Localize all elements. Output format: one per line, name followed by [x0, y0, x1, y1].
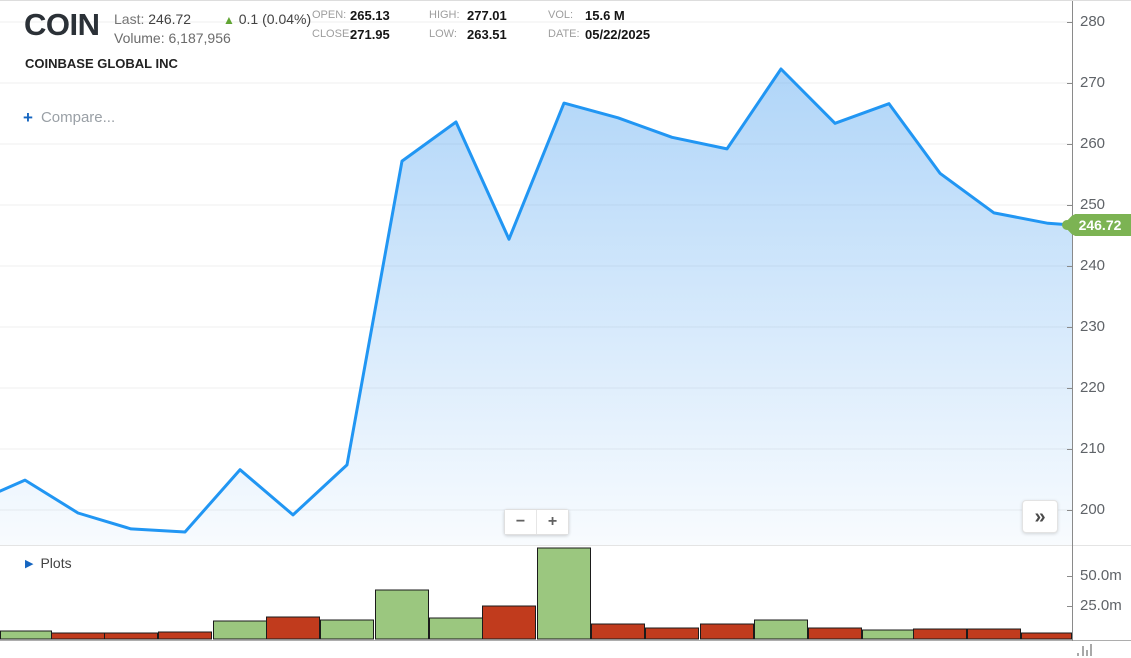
compare-label: Compare... [40, 109, 116, 126]
volume-bar[interactable] [1021, 632, 1072, 640]
volume-bar[interactable] [482, 605, 536, 640]
plots-toggle[interactable]: ▶ Plots [25, 555, 72, 573]
volume-bar[interactable] [158, 631, 212, 640]
volume-bar[interactable] [375, 589, 429, 640]
price-area-fill [0, 69, 1072, 545]
volume-bar[interactable] [51, 632, 105, 640]
volume-bar[interactable] [967, 628, 1021, 640]
axis-label: 50.0m [1080, 567, 1122, 584]
zoom-control: − + [504, 509, 569, 535]
axis-label: 220 [1080, 379, 1106, 396]
open-label: OPEN: [312, 9, 347, 22]
plots-label: Plots [40, 555, 72, 571]
close-value: 271.95 [350, 27, 390, 43]
compare-button[interactable]: + Compare... [23, 108, 115, 128]
low-label: LOW: [429, 28, 457, 41]
axis-tick [1067, 388, 1072, 389]
axis-tick [1067, 22, 1072, 23]
high-label: HIGH: [429, 9, 460, 22]
volume-row: Volume: 6,187,956 [114, 30, 231, 46]
axis-tick [1067, 266, 1072, 267]
date-value: 05/22/2025 [585, 27, 651, 43]
axis-label: 240 [1080, 257, 1106, 274]
zoom-divider [536, 510, 537, 534]
axis-tick [1067, 449, 1072, 450]
open-value: 265.13 [350, 8, 390, 24]
volume-bar[interactable] [645, 627, 699, 640]
change-up-arrow-icon: ▲ [222, 13, 235, 27]
price-line [0, 67, 1072, 534]
plus-icon: + [23, 108, 33, 127]
volume-bar[interactable] [213, 620, 267, 640]
date-label: DATE: [548, 28, 580, 41]
volume-value: 6,187,956 [168, 30, 231, 46]
axis-tick [1067, 576, 1072, 577]
last-value: 246.72 [148, 11, 192, 27]
axis-label: 280 [1080, 13, 1106, 30]
axis-label: 260 [1080, 135, 1106, 152]
axis-tick [1067, 144, 1072, 145]
axis-tick [1067, 205, 1072, 206]
pane-separator [0, 545, 1131, 546]
company-name: COINBASE GLOBAL INC [25, 56, 178, 71]
stats-open-close: OPEN: 265.13 CLOSE:271.95 [312, 6, 390, 44]
stats-vol-date: VOL: 15.6 M DATE: 05/22/2025 [548, 6, 650, 44]
axis-label: 200 [1080, 501, 1106, 518]
volume-bar[interactable] [429, 617, 483, 640]
y-axis-line [1072, 1, 1073, 641]
triangle-right-icon: ▶ [25, 558, 34, 570]
last-price-badge: 246.72 [1063, 214, 1131, 236]
vol-value: 15.6 M [585, 8, 625, 24]
change-value: 0.1 (0.04%) [238, 11, 312, 27]
volume-bar[interactable] [104, 632, 158, 640]
bottom-border [0, 640, 1131, 641]
vol-label: VOL: [548, 9, 574, 22]
price-chart-canvas[interactable] [0, 1, 1072, 658]
stats-high-low: HIGH: 277.01 LOW: 263.51 [429, 6, 507, 44]
volume-bar[interactable] [754, 619, 808, 640]
axis-tick [1067, 510, 1072, 511]
volume-bar[interactable] [0, 630, 52, 640]
volume-bar[interactable] [808, 627, 862, 640]
axis-label: 210 [1080, 440, 1106, 457]
high-value: 277.01 [467, 8, 507, 24]
axis-label: 250 [1080, 196, 1106, 213]
volume-label: Volume: [114, 30, 165, 46]
volume-bar[interactable] [700, 623, 754, 640]
ticker-symbol: COIN [24, 7, 100, 42]
axis-tick [1067, 327, 1072, 328]
volume-bar[interactable] [591, 623, 645, 640]
volume-bar[interactable] [913, 628, 967, 640]
low-value: 263.51 [467, 27, 507, 43]
volume-axis-settings-icon[interactable] [1076, 642, 1096, 658]
zoom-out-button[interactable]: − [505, 510, 536, 534]
axis-label: 270 [1080, 74, 1106, 91]
axis-tick [1067, 606, 1072, 607]
zoom-in-button[interactable]: + [537, 510, 568, 534]
close-label: CLOSE: [312, 28, 353, 41]
axis-tick [1067, 83, 1072, 84]
last-price-row: Last: 246.72 ▲ 0.1 (0.04%) [114, 11, 311, 27]
volume-bar[interactable] [537, 547, 591, 640]
axis-label: 230 [1080, 318, 1106, 335]
volume-bar[interactable] [320, 619, 374, 640]
last-label: Last: [114, 11, 145, 27]
axis-label: 25.0m [1080, 597, 1122, 614]
volume-bar[interactable] [862, 629, 916, 640]
scroll-forward-button[interactable]: » [1022, 500, 1058, 533]
volume-bar[interactable] [266, 616, 320, 640]
